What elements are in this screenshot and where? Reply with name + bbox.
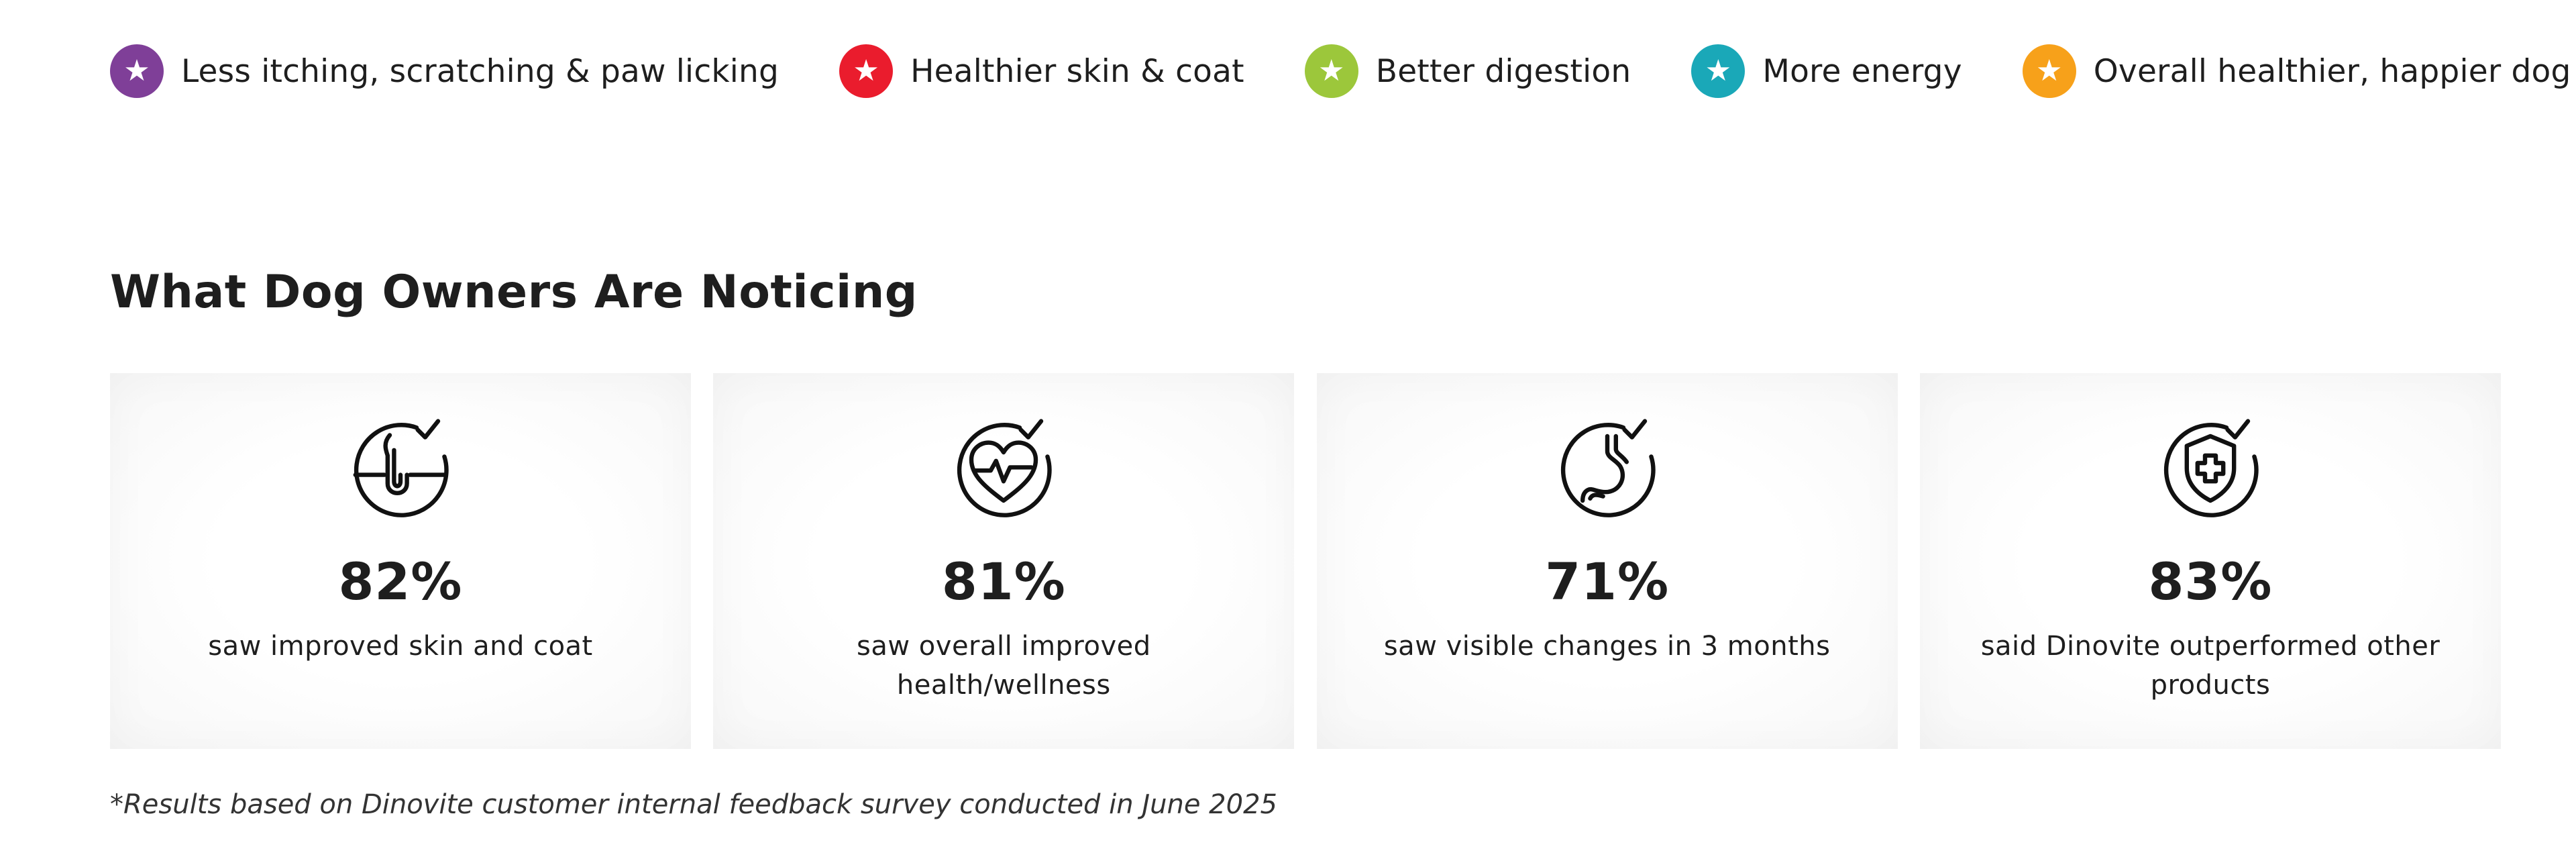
benefits-list: ★ Less itching, scratching & paw licking… — [110, 44, 2571, 98]
benefit-item: ★ Overall healthier, happier dog — [2022, 44, 2571, 98]
stat-description: saw visible changes in 3 months — [1383, 631, 1831, 662]
survey-footnote: *Results based on Dinovite customer inte… — [110, 789, 1277, 820]
benefit-item: ★ Less itching, scratching & paw licking — [110, 44, 779, 98]
benefit-label: More energy — [1762, 52, 1962, 90]
benefit-label: Less itching, scratching & paw licking — [181, 52, 780, 90]
stat-card: 83% said Dinovite outperformed other pro… — [1919, 373, 2501, 749]
benefit-label: Overall healthier, happier dog — [2093, 52, 2571, 90]
heart-pulse-check-icon — [950, 415, 1057, 522]
benefit-label: Healthier skin & coat — [910, 52, 1244, 90]
benefit-label: Better digestion — [1375, 52, 1631, 90]
star-icon: ★ — [1304, 44, 1358, 98]
stat-value: 71% — [1545, 552, 1670, 611]
star-icon: ★ — [1691, 44, 1746, 98]
stat-card: 81% saw overall improved health/wellness — [713, 373, 1295, 749]
stat-description: saw overall improved health/wellness — [857, 631, 1151, 701]
star-icon: ★ — [839, 44, 894, 98]
stat-description: said Dinovite outperformed other product… — [1980, 631, 2440, 701]
section-title: What Dog Owners Are Noticing — [110, 266, 918, 319]
stat-value: 83% — [2148, 552, 2273, 611]
stats-cards: 82% saw improved skin and coat 81% saw o… — [110, 373, 2501, 749]
shield-cross-check-icon — [2157, 415, 2264, 522]
hair-follicle-check-icon — [347, 415, 454, 522]
stat-card: 71% saw visible changes in 3 months — [1316, 373, 1898, 749]
benefit-item: ★ Healthier skin & coat — [839, 44, 1244, 98]
stat-card: 82% saw improved skin and coat — [110, 373, 691, 749]
stat-value: 82% — [338, 552, 463, 611]
stat-value: 81% — [941, 552, 1066, 611]
benefit-item: ★ More energy — [1691, 44, 1962, 98]
star-icon: ★ — [110, 44, 164, 98]
benefit-item: ★ Better digestion — [1304, 44, 1631, 98]
stomach-check-icon — [1554, 415, 1661, 522]
star-icon: ★ — [2022, 44, 2076, 98]
stat-description: saw improved skin and coat — [208, 631, 593, 662]
